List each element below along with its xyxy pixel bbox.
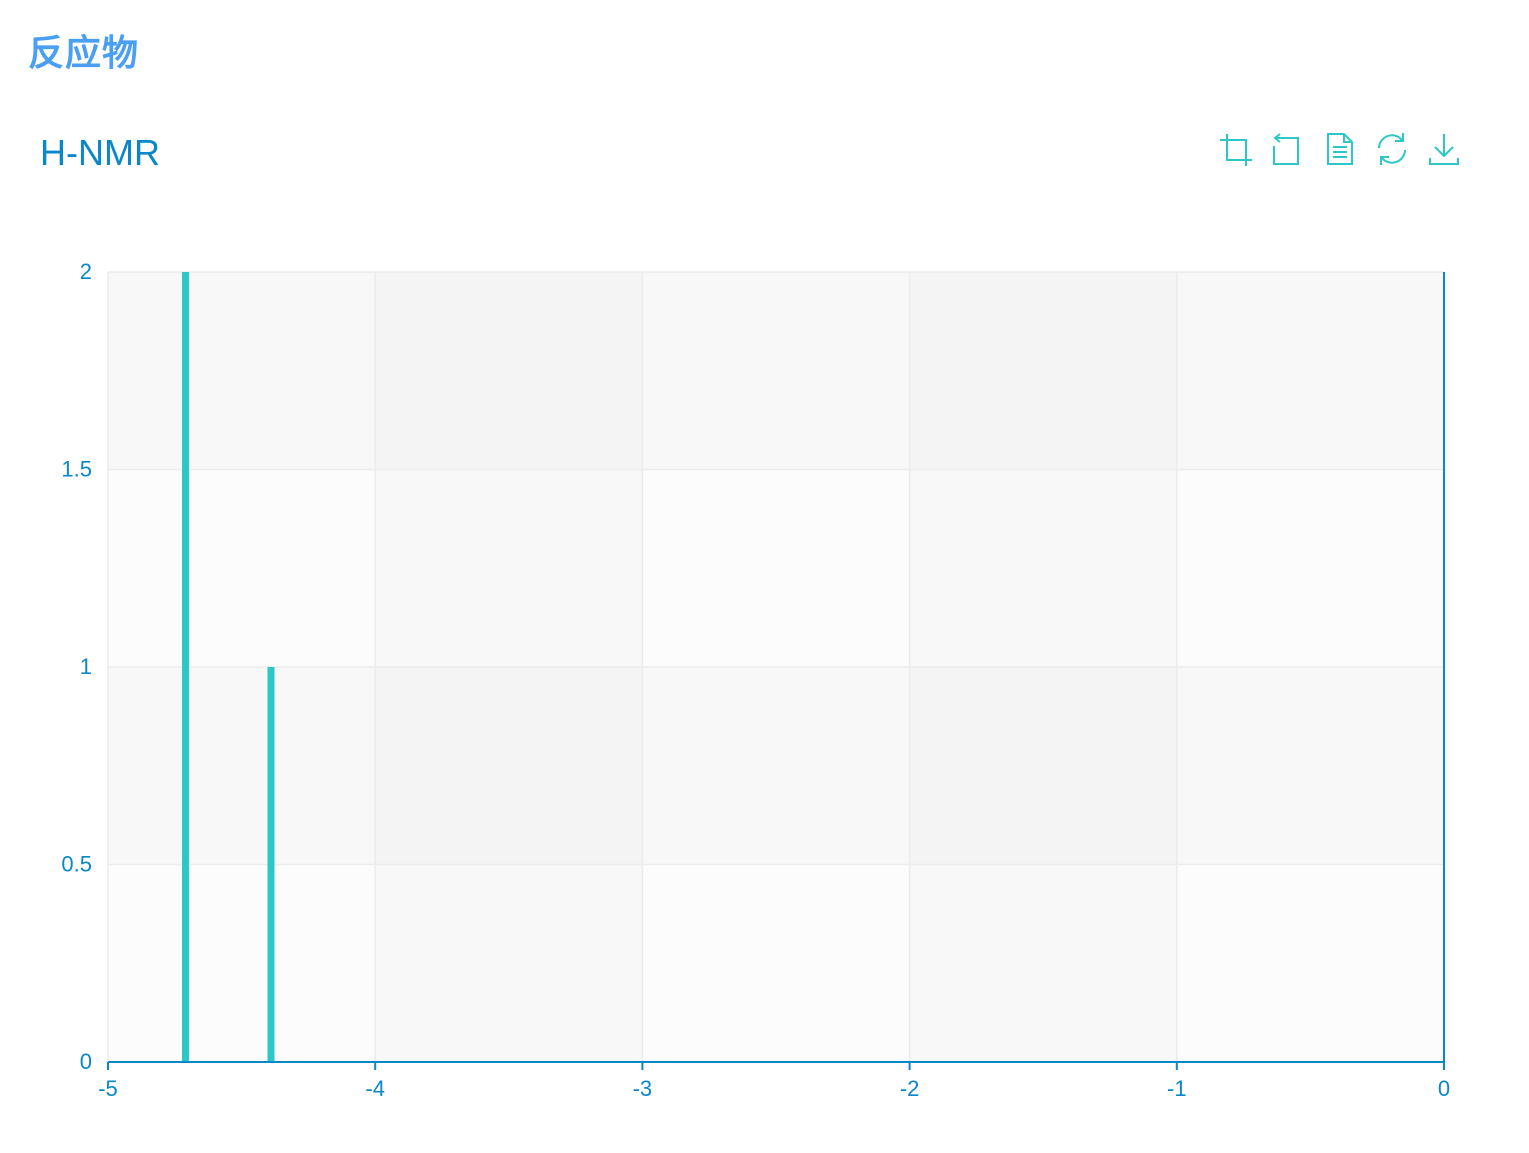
page-heading: 反应物 bbox=[28, 33, 140, 74]
chart-title: H-NMR bbox=[40, 132, 160, 173]
restore-icon bbox=[1378, 133, 1406, 165]
split-area bbox=[1176, 469, 1444, 667]
y-tick-label: 0.5 bbox=[61, 852, 92, 877]
split-area bbox=[642, 469, 910, 667]
split-area bbox=[108, 864, 376, 1062]
x-tick-label: -4 bbox=[365, 1076, 385, 1101]
x-tick-label: -1 bbox=[1167, 1076, 1187, 1101]
spectrum-bar bbox=[267, 667, 275, 1062]
split-area bbox=[108, 667, 376, 865]
download-button[interactable] bbox=[1426, 130, 1462, 168]
split-area bbox=[375, 272, 643, 470]
split-area bbox=[375, 469, 643, 667]
restore-button[interactable] bbox=[1374, 130, 1410, 168]
split-area bbox=[1176, 667, 1444, 865]
download-icon bbox=[1429, 134, 1459, 165]
split-area bbox=[909, 272, 1177, 470]
zoom-button[interactable] bbox=[1218, 130, 1254, 168]
split-area bbox=[108, 469, 376, 667]
x-tick-label: -5 bbox=[98, 1076, 118, 1101]
split-area bbox=[642, 864, 910, 1062]
split-area bbox=[108, 272, 376, 470]
split-area bbox=[375, 667, 643, 865]
split-area bbox=[642, 272, 910, 470]
x-tick-label: 0 bbox=[1438, 1076, 1450, 1101]
split-area bbox=[909, 469, 1177, 667]
split-area bbox=[1176, 864, 1444, 1062]
split-area bbox=[375, 864, 643, 1062]
split-area bbox=[909, 667, 1177, 865]
x-tick-label: -3 bbox=[633, 1076, 653, 1101]
y-tick-label: 2 bbox=[80, 259, 92, 284]
data-view-icon bbox=[1327, 133, 1353, 165]
data-view-button[interactable] bbox=[1322, 130, 1358, 168]
zoom-reset-button[interactable] bbox=[1270, 130, 1306, 168]
chart-toolbox bbox=[1218, 130, 1462, 168]
y-tick-label: 1.5 bbox=[61, 457, 92, 482]
x-tick-label: -2 bbox=[900, 1076, 920, 1101]
y-tick-label: 1 bbox=[80, 654, 92, 679]
zoom-icon bbox=[1220, 134, 1252, 166]
spectrum-bar bbox=[181, 272, 189, 1062]
split-area bbox=[642, 667, 910, 865]
split-area bbox=[1176, 272, 1444, 470]
split-area bbox=[909, 864, 1177, 1062]
zoom-reset-icon bbox=[1273, 133, 1299, 165]
y-tick-label: 0 bbox=[80, 1049, 92, 1074]
